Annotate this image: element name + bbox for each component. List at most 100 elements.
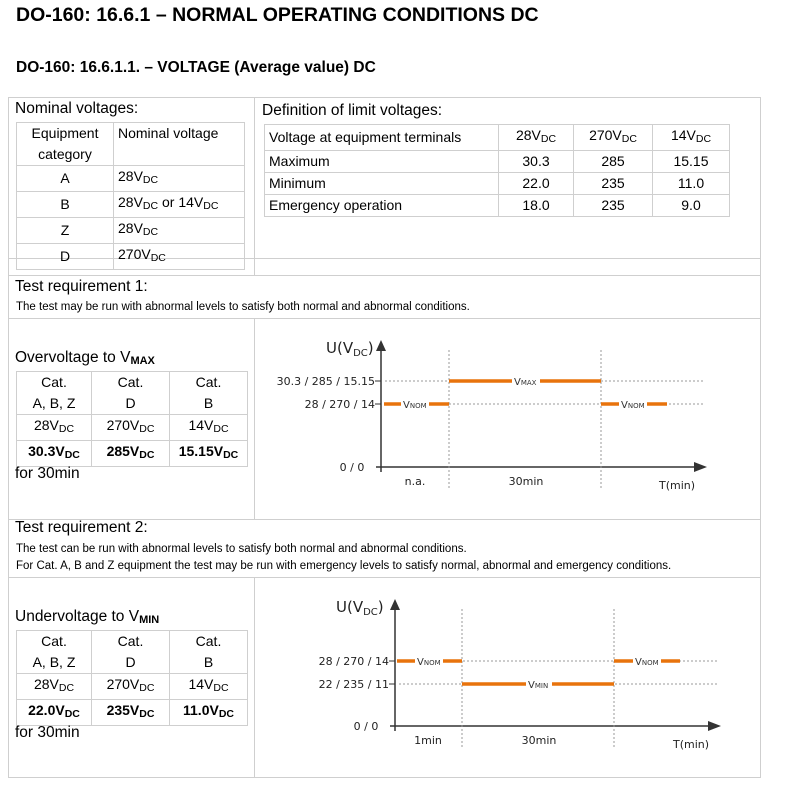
y-tick-label: 28 / 270 / 14 — [319, 655, 389, 668]
divider — [8, 519, 761, 520]
table-cell: 28VDC or 14VDC — [113, 191, 245, 218]
table-cell: 285 — [573, 150, 653, 173]
limits-table: Voltage at equipment terminals 28VDC 270… — [264, 124, 730, 217]
cell-sub: DC — [58, 423, 75, 435]
divider — [8, 318, 761, 319]
table-cell: 270VDC — [113, 243, 245, 270]
cell-value: 285V — [106, 443, 140, 459]
table-cell: 14VDC — [169, 673, 248, 700]
table-row: Maximum 30.3 285 15.15 — [264, 150, 730, 173]
label-text: V — [528, 680, 535, 691]
y-tick-label: 28 / 270 / 14 — [305, 398, 375, 411]
table-cell: 270VDC — [91, 673, 170, 700]
divider — [254, 97, 255, 275]
cell-sub: DC — [213, 423, 229, 435]
label-text: V — [514, 377, 521, 388]
undervoltage-duration: for 30min — [15, 724, 80, 741]
table-row: Z 28VDC — [16, 217, 245, 244]
y-label-sub: DC — [353, 348, 368, 359]
table-header: Cat. D — [91, 630, 170, 674]
cat-value: B — [203, 654, 214, 670]
label-bg — [512, 374, 540, 387]
divider — [254, 577, 255, 778]
cell-value: 270V — [118, 246, 151, 262]
svg-text:VNOM: VNOM — [403, 400, 427, 411]
table-cell: 235VDC — [91, 699, 170, 726]
cat-value: B — [203, 395, 214, 411]
table-cell: 22.0 — [498, 172, 574, 195]
cell-sub: DC — [139, 682, 155, 694]
x-axis-arrow — [708, 721, 721, 731]
cat-value: A, B, Z — [32, 395, 76, 411]
label-sub: NOM — [424, 659, 441, 667]
table-header: 14VDC — [652, 124, 730, 151]
x-axis-label: T(min) — [658, 479, 695, 492]
table-cell: 270VDC — [91, 414, 170, 441]
x-axis-arrow — [694, 462, 707, 472]
table-row: 28VDC 270VDC 14VDC — [16, 414, 248, 441]
req2-note: For Cat. A, B and Z equipment the test m… — [16, 560, 672, 572]
cell-value: 28V — [515, 127, 541, 143]
table-cell: A — [16, 165, 114, 192]
undervoltage-table: Cat. A, B, Z Cat. D Cat. B 28VDC 270VDC 14V… — [16, 630, 248, 726]
y-axis-arrow — [390, 599, 400, 610]
table-header: Cat. A, B, Z — [16, 630, 92, 674]
segment-label: 30min — [522, 734, 557, 747]
table-row: Emergency operation 18.0 235 9.0 — [264, 194, 730, 217]
origin-label: 0 / 0 — [354, 720, 379, 733]
label-sub: MIN — [535, 682, 548, 690]
y-tick-label: 30.3 / 285 / 15.15 — [277, 375, 375, 388]
y-label-end: ) — [368, 339, 374, 357]
table-cell: 11.0 — [652, 172, 730, 195]
outer-frame — [8, 97, 761, 778]
cell-value: 270V — [106, 676, 140, 692]
segment-label: 1min — [414, 734, 442, 747]
table-cell: 235 — [573, 172, 653, 195]
table-header-line: category — [38, 146, 92, 162]
cell-value: 28V — [118, 168, 143, 184]
table-row: 22.0VDC 235VDC 11.0VDC — [16, 699, 248, 726]
table-header: Cat. A, B, Z — [16, 371, 92, 415]
table-header: Equipment category — [16, 122, 114, 166]
label-sub: NOM — [410, 402, 427, 410]
cell-sub: DC — [203, 200, 219, 212]
table-cell: B — [16, 191, 114, 218]
label-bg — [633, 654, 661, 667]
table-header-text: Nominal voltage — [118, 125, 219, 141]
cell-value: 270V — [106, 417, 140, 433]
label-text: V — [621, 400, 628, 411]
label-sub: NOM — [642, 659, 659, 667]
cat-value: D — [125, 395, 136, 411]
table-cell: 11.0VDC — [169, 699, 248, 726]
cell-sub: DC — [139, 423, 155, 435]
cell-sub: DC — [142, 174, 159, 186]
label-bg — [526, 677, 552, 690]
cell-value: 28V — [118, 194, 143, 210]
cat-label: Cat. — [195, 633, 222, 649]
cell-sub: DC — [139, 708, 155, 720]
table-cell: 28VDC — [113, 217, 245, 244]
cell-value: 15.15V — [178, 443, 224, 459]
label-text: V — [403, 400, 410, 411]
table-cell: 15.15VDC — [169, 440, 248, 467]
y-tick-label: 22 / 235 / 11 — [319, 678, 389, 691]
req2-note: The test can be run with abnormal levels… — [16, 543, 467, 555]
cell-joiner: or — [158, 194, 179, 210]
table-cell: 235 — [573, 194, 653, 217]
nominal-label: VNOM — [633, 654, 661, 668]
overvoltage-profile: U(VDC) 30.3 / 285 / 15.15 28 / 270 / 14 … — [277, 339, 707, 492]
table-cell: D — [16, 243, 114, 270]
page-title: DO-160: 16.6.1 – NORMAL OPERATING CONDIT… — [16, 4, 539, 26]
label-text: V — [417, 657, 424, 668]
cat-label: Cat. — [41, 374, 67, 390]
cat-label: Cat. — [195, 374, 222, 390]
undervoltage-profile: U(VDC) 28 / 270 / 14 22 / 235 / 11 0 / 0… — [319, 598, 721, 751]
cell-value: 270V — [589, 127, 622, 143]
svg-text:U(VDC): U(VDC) — [326, 339, 374, 359]
table-header: Cat. B — [169, 371, 248, 415]
table-cell: 28VDC — [16, 673, 92, 700]
cell-value: 28V — [33, 676, 59, 692]
label-bg — [619, 397, 647, 410]
overvoltage-heading: Overvoltage to VMAX — [15, 349, 155, 367]
table-header: Nominal voltage — [113, 122, 245, 166]
